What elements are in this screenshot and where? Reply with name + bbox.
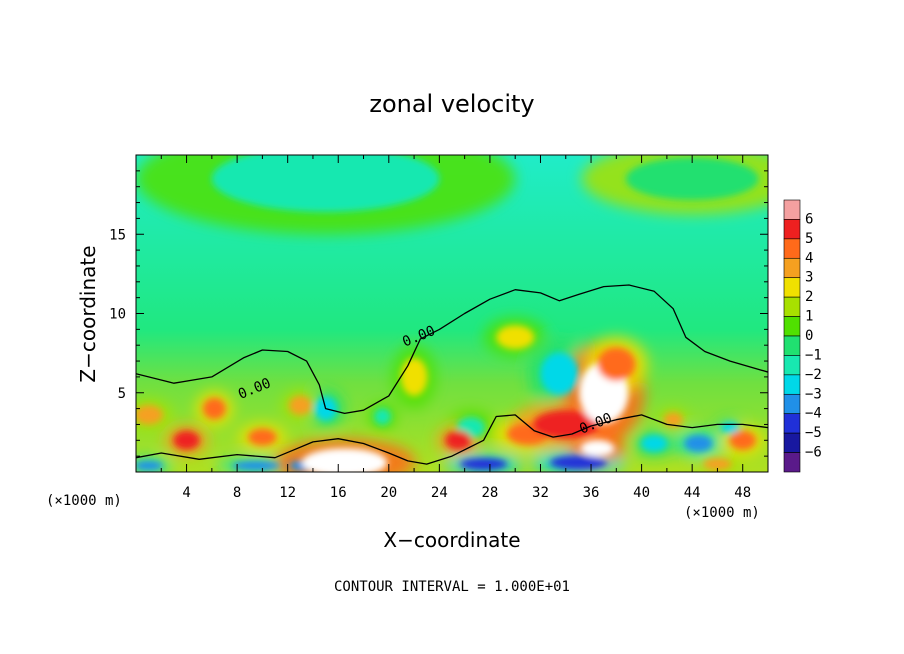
colorbar-label: 6: [805, 211, 813, 227]
chart-title: zonal velocity: [369, 90, 534, 118]
colorbar-swatch: [783, 393, 801, 415]
velocity-cores: [136, 155, 759, 472]
field-core: [373, 408, 392, 425]
colorbar-swatch: [783, 374, 801, 395]
x-tick-label: 28: [481, 485, 498, 501]
field-core: [173, 430, 200, 450]
colorbar-swatch: [783, 413, 801, 434]
colorbar-label: 3: [805, 270, 813, 286]
colorbar-swatch: [783, 238, 801, 259]
x-unit-left: (×1000 m): [46, 493, 122, 509]
plot-area: 0.000.000.00: [136, 155, 768, 472]
x-tick-label: 8: [233, 485, 241, 501]
x-unit-right: (×1000 m): [684, 505, 760, 521]
field-core: [459, 458, 508, 471]
y-axis-label: Z−coordinate: [76, 245, 100, 382]
y-tick-label: 15: [109, 227, 126, 243]
colorbar-label: 5: [805, 231, 813, 247]
field-core: [288, 395, 312, 415]
field-core: [248, 428, 277, 446]
colorbar-label: −6: [805, 445, 822, 461]
x-tick-label: 48: [734, 485, 751, 501]
x-tick-label: 20: [380, 485, 397, 501]
colorbar-label: −4: [805, 406, 822, 422]
colorbar-label: 4: [805, 250, 813, 266]
field-core: [549, 455, 607, 470]
x-axis-label: X−coordinate: [383, 528, 520, 552]
field-core: [136, 460, 163, 471]
x-tick-label: 32: [532, 485, 549, 501]
colorbar-label: 1: [805, 309, 813, 325]
field-core: [703, 458, 732, 471]
colorbar-label: 0: [805, 328, 813, 344]
field-core: [580, 439, 615, 457]
field-core: [301, 448, 388, 472]
colorbar-swatch: [783, 219, 801, 240]
field-core: [684, 435, 713, 452]
contour-zero-lower: [136, 414, 768, 465]
colorbar-label: 2: [805, 289, 813, 305]
field-core: [532, 410, 599, 439]
colorbar-swatch: [783, 316, 801, 337]
x-tick-label: 40: [633, 485, 650, 501]
colorbar-swatch: [783, 199, 801, 220]
colorbar-swatch: [783, 257, 801, 279]
field-core: [729, 430, 756, 450]
field-core: [445, 430, 472, 450]
colorbar-label: −5: [805, 425, 822, 441]
field-core: [720, 421, 740, 434]
x-axis: 4 8 12 16 20 24 28 32 36 40 44 48: [160, 155, 751, 501]
x-tick-label: 24: [431, 485, 448, 501]
y-tick-label: 5: [118, 386, 126, 402]
y-tick-label: 10: [109, 307, 126, 323]
field-core: [400, 357, 428, 396]
contour-interval-note: CONTOUR INTERVAL = 1.000E+01: [334, 579, 570, 595]
field-core: [496, 325, 535, 350]
x-tick-label: 44: [684, 485, 701, 501]
colorbar-swatch: [783, 355, 801, 376]
contour-zero-upper: [136, 284, 768, 415]
field-core: [625, 157, 759, 201]
field-core: [211, 155, 440, 213]
x-tick-label: 12: [279, 485, 296, 501]
field-core: [640, 435, 668, 452]
colorbar-label: −1: [805, 347, 822, 363]
field-core: [136, 405, 163, 425]
x-tick-label: 4: [182, 485, 190, 501]
field-core: [663, 412, 683, 427]
colorbar-swatch: [783, 432, 801, 453]
colorbar-swatch: [783, 335, 801, 356]
colorbar-label: −3: [805, 386, 822, 402]
colorbar-swatch: [783, 277, 801, 298]
colorbar-swatch: [783, 296, 801, 317]
colorbar-label: −2: [805, 367, 822, 383]
x-tick-label: 36: [583, 485, 600, 501]
colorbar: 6 5 4 3 2 1 0 −1 −2 −3 −4 −5 −6: [783, 199, 822, 473]
field-core: [232, 460, 280, 471]
colorbar-swatch: [783, 452, 801, 473]
y-axis: 5 10 15: [109, 170, 768, 457]
field-core: [202, 397, 226, 420]
field-core: [540, 352, 579, 396]
field-core: [597, 347, 636, 381]
x-tick-label: 16: [330, 485, 347, 501]
